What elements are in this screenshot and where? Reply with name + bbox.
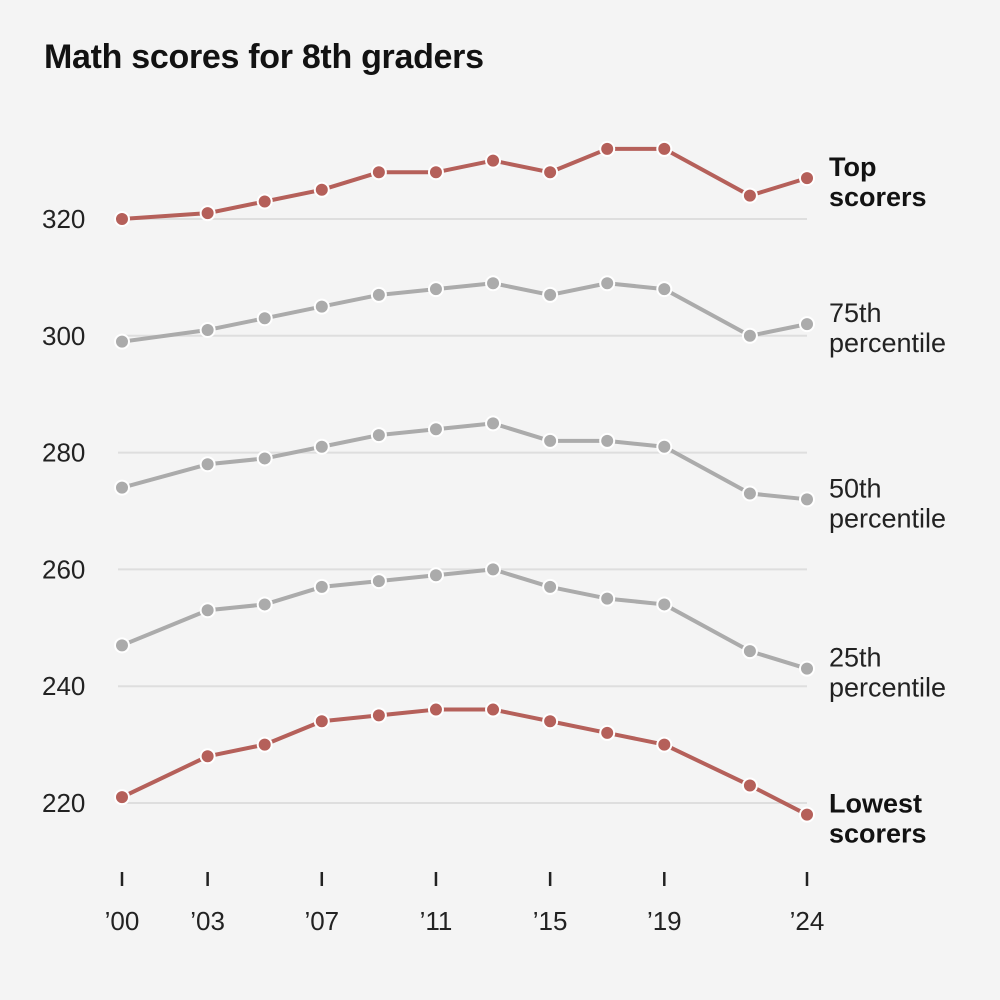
data-point: [799, 170, 815, 187]
y-tick-label: 260: [42, 554, 85, 584]
data-point: [427, 164, 444, 181]
data-point: [313, 298, 330, 315]
chart-title: Math scores for 8th graders: [44, 38, 484, 76]
data-point: [599, 432, 616, 449]
data-point: [199, 205, 216, 222]
data-point: [256, 450, 273, 467]
data-point: [799, 491, 815, 508]
x-tick-label: ’00: [105, 906, 140, 936]
data-point: [114, 479, 130, 496]
data-point: [741, 777, 758, 794]
series-label: 25th percentile: [829, 643, 946, 703]
data-point: [256, 736, 273, 753]
series-label: Top scorers: [829, 152, 927, 212]
data-point: [485, 561, 502, 578]
data-point: [741, 485, 758, 502]
x-tick-label: ’11: [420, 906, 453, 936]
y-tick-label: 300: [42, 321, 85, 351]
data-point: [599, 140, 616, 157]
data-point: [370, 427, 387, 444]
x-tick-label: ’19: [647, 906, 682, 936]
data-point: [199, 748, 216, 765]
data-point: [741, 187, 758, 204]
data-point: [542, 432, 559, 449]
data-point: [370, 286, 387, 303]
series-label: 50th percentile: [829, 473, 946, 533]
x-tick-label: ’07: [304, 906, 339, 936]
data-point: [427, 567, 444, 584]
data-point: [114, 637, 130, 654]
series-line: [120, 146, 809, 221]
data-point: [199, 321, 216, 338]
data-point: [599, 724, 616, 741]
y-tick-label: 280: [42, 438, 85, 468]
series-line: [120, 567, 809, 671]
data-point: [313, 181, 330, 198]
data-point: [199, 602, 216, 619]
data-point: [199, 456, 216, 473]
data-point: [656, 140, 673, 157]
data-point: [313, 713, 330, 730]
data-point: [114, 333, 130, 350]
data-point: [656, 596, 673, 613]
y-tick-label: 240: [42, 671, 85, 701]
series-label: 75th percentile: [829, 298, 946, 358]
data-point: [741, 643, 758, 660]
data-point: [485, 701, 502, 718]
data-point: [370, 164, 387, 181]
series-label: Lowest scorers: [829, 789, 927, 849]
data-point: [256, 193, 273, 210]
data-point: [313, 438, 330, 455]
series-line: [120, 421, 809, 502]
data-point: [656, 736, 673, 753]
data-point: [256, 310, 273, 327]
series-line: [120, 707, 809, 817]
y-tick-label: 220: [42, 788, 85, 818]
data-point: [485, 275, 502, 292]
data-point: [656, 438, 673, 455]
data-point: [542, 286, 559, 303]
data-point: [799, 806, 815, 823]
data-point: [370, 573, 387, 590]
series-line: [120, 281, 809, 344]
data-point: [427, 701, 444, 718]
data-point: [256, 596, 273, 613]
x-tick-label: ’24: [790, 906, 825, 936]
data-point: [370, 707, 387, 724]
data-point: [542, 578, 559, 595]
data-point: [313, 578, 330, 595]
data-point: [542, 713, 559, 730]
data-point: [485, 415, 502, 432]
data-point: [427, 421, 444, 438]
data-point: [114, 789, 130, 806]
data-point: [741, 327, 758, 344]
data-point: [485, 152, 502, 169]
data-point: [599, 275, 616, 292]
data-point: [114, 211, 130, 227]
data-point: [542, 164, 559, 181]
x-tick-label: ’15: [533, 906, 568, 936]
data-point: [427, 281, 444, 298]
data-point: [656, 281, 673, 298]
data-point: [799, 316, 815, 333]
x-tick-label: ’03: [190, 906, 225, 936]
data-point: [599, 590, 616, 607]
data-point: [799, 660, 815, 677]
y-tick-label: 320: [42, 204, 85, 234]
